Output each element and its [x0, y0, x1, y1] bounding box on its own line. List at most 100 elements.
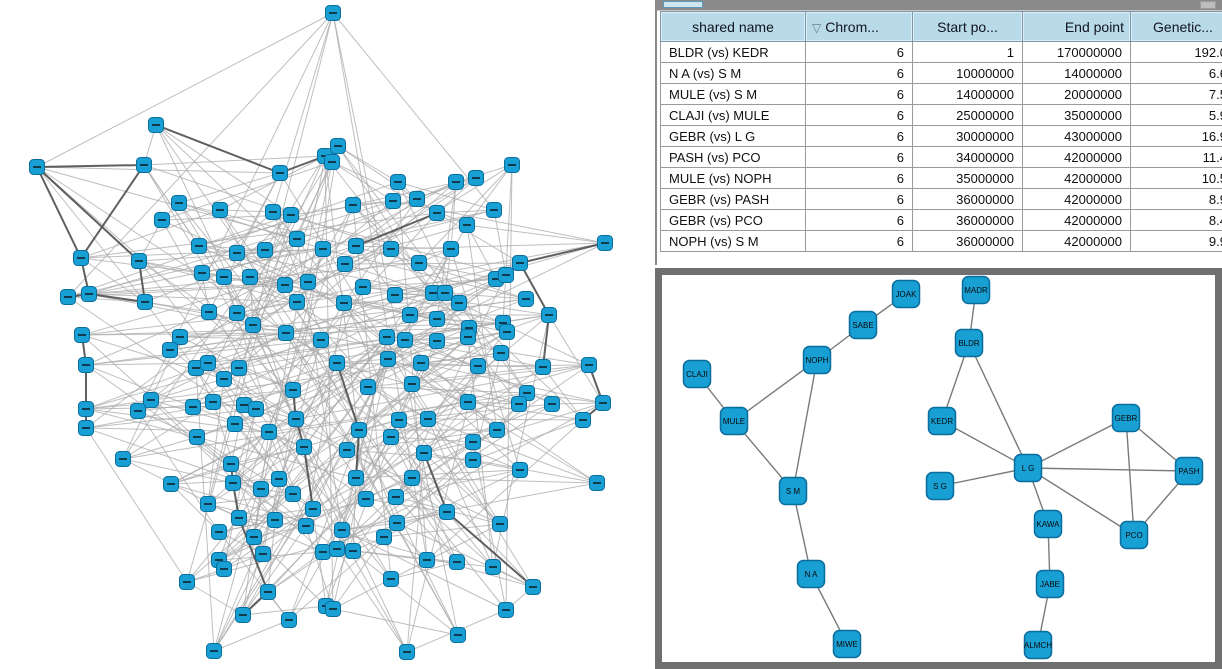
graph-edge[interactable]: [426, 419, 584, 561]
graph-edge[interactable]: [285, 332, 429, 420]
table-cell[interactable]: 14000000: [912, 83, 1023, 105]
graph-edge[interactable]: [67, 12, 334, 298]
graph-edge[interactable]: [472, 459, 598, 484]
graph-node-pco[interactable]: [1119, 520, 1149, 550]
table-cell[interactable]: MULE (vs) S M: [660, 83, 806, 105]
graph-edge[interactable]: [493, 209, 507, 276]
graph-edge[interactable]: [85, 408, 257, 429]
graph-edge[interactable]: [450, 248, 521, 471]
graph-edge[interactable]: [411, 364, 590, 385]
graph-edge[interactable]: [396, 522, 534, 588]
table-cell[interactable]: 36000000: [912, 230, 1023, 252]
graph-edge[interactable]: [80, 257, 146, 303]
graph-edge[interactable]: [268, 431, 294, 495]
graph-edge-bold[interactable]: [542, 314, 550, 368]
graph-edge[interactable]: [336, 548, 408, 653]
graph-edge[interactable]: [150, 399, 276, 521]
graph-edge-bold[interactable]: [155, 124, 281, 174]
table-tab-chip[interactable]: [663, 1, 703, 8]
column-header-chrom-[interactable]: ▽ Chrom...: [805, 11, 913, 42]
graph-edge[interactable]: [303, 248, 452, 448]
graph-edge[interactable]: [150, 332, 287, 401]
graph-edge-bold[interactable]: [446, 511, 534, 588]
graph-edge[interactable]: [941, 420, 1029, 469]
table-cell[interactable]: 35000000: [912, 167, 1023, 189]
graph-edge[interactable]: [466, 224, 606, 244]
graph-edge[interactable]: [355, 245, 396, 296]
table-cell[interactable]: 16.9: [1130, 125, 1222, 147]
table-cell[interactable]: PASH (vs) PCO: [660, 146, 806, 168]
graph-edge[interactable]: [397, 181, 460, 304]
table-cell[interactable]: GEBR (vs) L G: [660, 125, 806, 147]
graph-edge[interactable]: [169, 248, 392, 351]
table-cell[interactable]: 10.5: [1130, 167, 1222, 189]
graph-edge[interactable]: [336, 362, 544, 368]
graph-edge[interactable]: [178, 202, 254, 326]
table-cell[interactable]: 9.9: [1130, 230, 1222, 252]
table-cell[interactable]: NOPH (vs) S M: [660, 230, 806, 252]
table-cell[interactable]: 6: [805, 167, 913, 189]
graph-edge[interactable]: [267, 519, 276, 593]
table-cell[interactable]: 6: [805, 209, 913, 231]
table-cell[interactable]: BLDR (vs) KEDR: [660, 41, 806, 63]
graph-edge[interactable]: [85, 339, 322, 366]
graph-edge-bold[interactable]: [303, 446, 314, 510]
graph-edge[interactable]: [367, 386, 528, 394]
graph-edge[interactable]: [305, 302, 345, 527]
graph-node-l-g[interactable]: [1013, 453, 1043, 483]
graph-edge[interactable]: [218, 204, 354, 561]
graph-edge[interactable]: [236, 252, 309, 283]
graph-edge[interactable]: [1125, 417, 1135, 536]
graph-edge[interactable]: [502, 164, 513, 324]
graph-node-mule[interactable]: [719, 406, 749, 436]
table-cell[interactable]: 6: [805, 188, 913, 210]
table-cell[interactable]: 6: [805, 146, 913, 168]
table-cell[interactable]: 25000000: [912, 104, 1023, 126]
graph-edge-bold[interactable]: [36, 166, 140, 262]
graph-node-joak[interactable]: [891, 279, 921, 309]
graph-edge[interactable]: [365, 498, 448, 513]
graph-edge[interactable]: [255, 408, 501, 525]
table-cell[interactable]: 6: [805, 62, 913, 84]
graph-edge[interactable]: [397, 181, 495, 211]
graph-edge[interactable]: [278, 286, 364, 480]
graph-edge[interactable]: [455, 164, 513, 183]
table-cell[interactable]: 43000000: [1022, 125, 1131, 147]
graph-edge[interactable]: [212, 362, 338, 403]
table-cell[interactable]: 30000000: [912, 125, 1023, 147]
graph-edge[interactable]: [1027, 417, 1127, 469]
graph-edge[interactable]: [358, 383, 413, 431]
graph-edge[interactable]: [253, 155, 326, 538]
graph-edge[interactable]: [450, 181, 457, 250]
table-cell[interactable]: 35000000: [1022, 104, 1131, 126]
graph-edge[interactable]: [355, 198, 418, 247]
graph-edge[interactable]: [337, 145, 399, 183]
graph-edge[interactable]: [195, 263, 346, 369]
column-header-end-point[interactable]: End point: [1022, 11, 1131, 42]
graph-edge[interactable]: [242, 605, 327, 616]
graph-edge[interactable]: [207, 292, 446, 505]
graph-node-claji[interactable]: [682, 359, 712, 389]
graph-edge[interactable]: [207, 503, 324, 553]
graph-edge[interactable]: [362, 242, 606, 288]
graph-edge[interactable]: [36, 166, 146, 303]
graph-edge[interactable]: [122, 436, 198, 460]
graph-edge[interactable]: [418, 164, 513, 264]
graph-edge[interactable]: [213, 248, 324, 652]
table-cell[interactable]: 42000000: [1022, 209, 1131, 231]
graph-node-pash[interactable]: [1174, 456, 1204, 486]
graph-edge[interactable]: [85, 427, 188, 583]
graph-edge[interactable]: [505, 164, 513, 611]
graph-edge[interactable]: [352, 204, 584, 421]
graph-edge[interactable]: [355, 469, 521, 479]
table-cell[interactable]: 6: [805, 230, 913, 252]
graph-edge-bold[interactable]: [88, 293, 146, 303]
graph-edge[interactable]: [238, 449, 348, 519]
graph-edge[interactable]: [331, 161, 394, 202]
